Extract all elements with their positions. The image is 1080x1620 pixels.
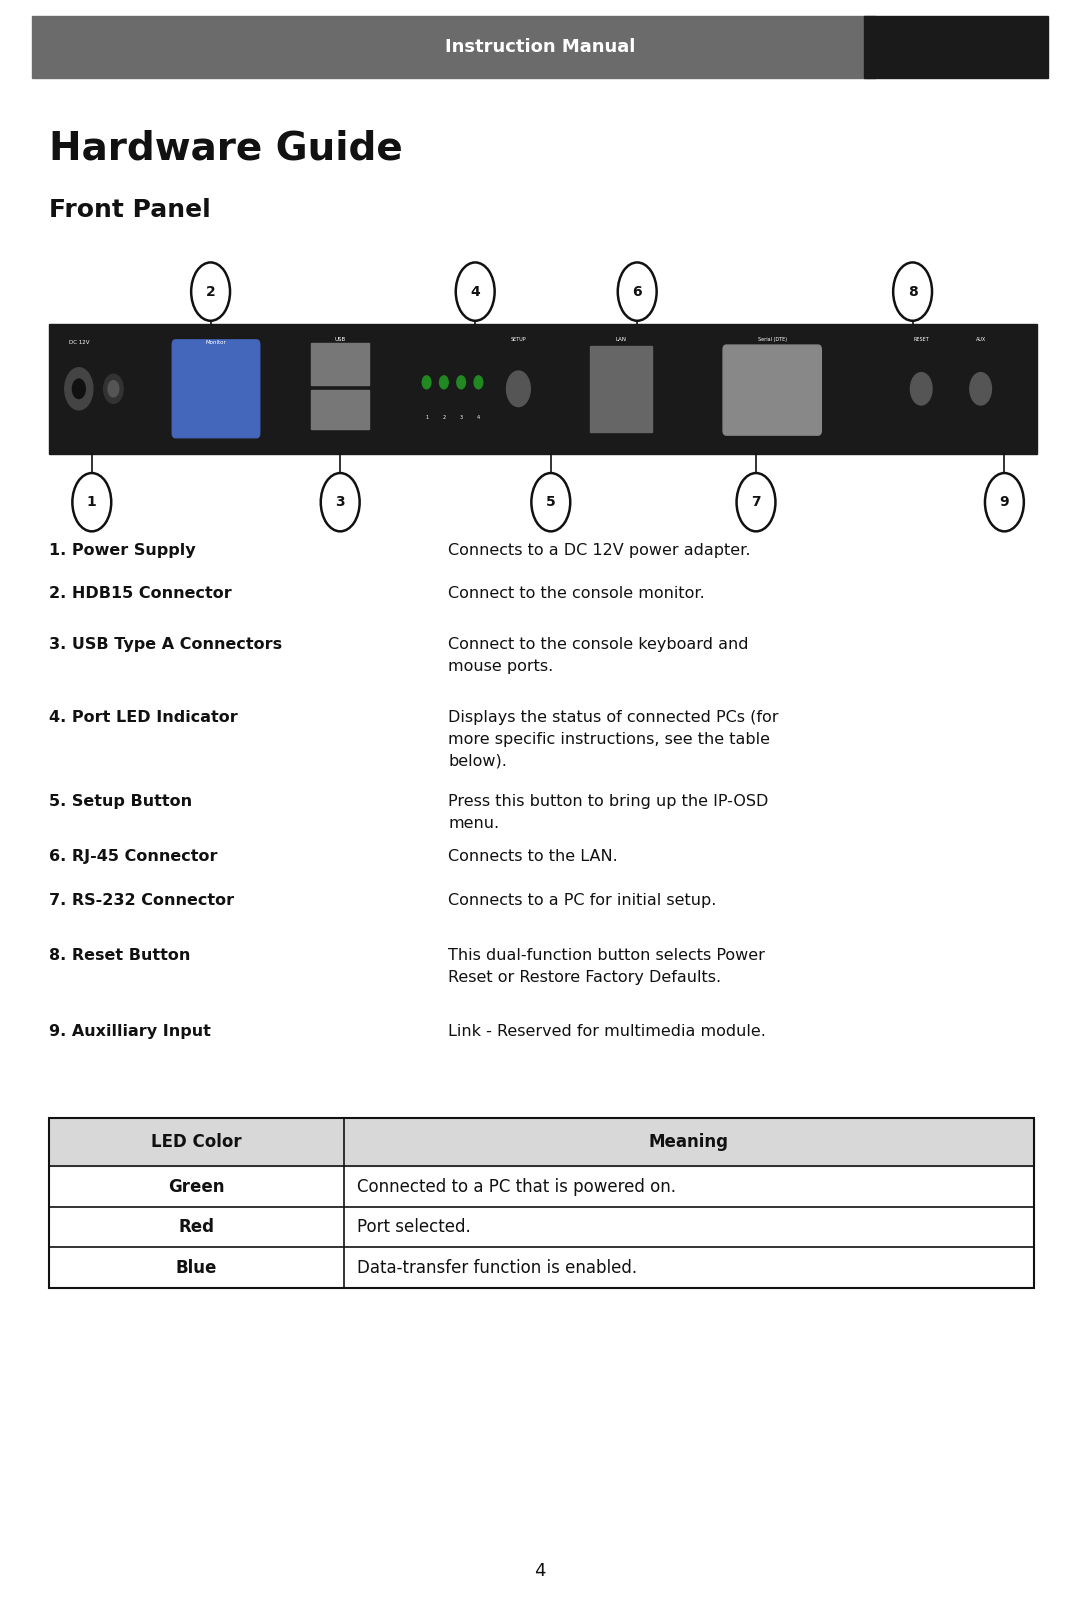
FancyBboxPatch shape: [49, 324, 1037, 454]
Text: Blue: Blue: [176, 1259, 217, 1277]
FancyBboxPatch shape: [591, 345, 652, 433]
Text: Green: Green: [168, 1178, 225, 1196]
FancyBboxPatch shape: [864, 16, 1048, 78]
Circle shape: [72, 473, 111, 531]
Text: Front Panel: Front Panel: [49, 198, 211, 222]
Text: 2. HDB15 Connector: 2. HDB15 Connector: [49, 586, 231, 601]
Text: Connects to a PC for initial setup.: Connects to a PC for initial setup.: [448, 893, 716, 907]
Circle shape: [104, 374, 123, 403]
FancyBboxPatch shape: [311, 390, 369, 429]
Text: Connects to a DC 12V power adapter.: Connects to a DC 12V power adapter.: [448, 543, 751, 557]
Text: Connects to the LAN.: Connects to the LAN.: [448, 849, 618, 863]
Text: Port selected.: Port selected.: [357, 1218, 471, 1236]
Text: 3: 3: [336, 496, 345, 509]
Text: Instruction Manual: Instruction Manual: [445, 37, 635, 57]
FancyBboxPatch shape: [32, 16, 875, 78]
Circle shape: [456, 262, 495, 321]
Text: 3. USB Type A Connectors: 3. USB Type A Connectors: [49, 637, 282, 651]
Circle shape: [321, 473, 360, 531]
FancyBboxPatch shape: [173, 340, 260, 437]
Text: 4: 4: [470, 285, 481, 298]
Text: This dual-function button selects Power
Reset or Restore Factory Defaults.: This dual-function button selects Power …: [448, 948, 765, 985]
Text: 1: 1: [426, 415, 428, 420]
Circle shape: [440, 376, 448, 389]
Text: Serial (DTE): Serial (DTE): [758, 337, 786, 342]
Text: 9. Auxilliary Input: 9. Auxilliary Input: [49, 1024, 211, 1038]
Circle shape: [72, 379, 85, 399]
Circle shape: [474, 376, 483, 389]
Text: LED Color: LED Color: [151, 1132, 242, 1152]
FancyBboxPatch shape: [311, 343, 369, 386]
Circle shape: [893, 262, 932, 321]
Text: Press this button to bring up the IP-OSD
menu.: Press this button to bring up the IP-OSD…: [448, 794, 769, 831]
Text: 7: 7: [752, 496, 760, 509]
Text: 4: 4: [535, 1562, 545, 1581]
Circle shape: [618, 262, 657, 321]
Circle shape: [507, 371, 530, 407]
Text: RESET: RESET: [914, 337, 929, 342]
Text: 4. Port LED Indicator: 4. Port LED Indicator: [49, 710, 238, 724]
Circle shape: [65, 368, 93, 410]
Text: 2: 2: [443, 415, 445, 420]
Text: Hardware Guide: Hardware Guide: [49, 130, 403, 167]
Text: SETUP: SETUP: [511, 337, 526, 342]
Circle shape: [422, 376, 431, 389]
Circle shape: [108, 381, 119, 397]
Text: 8. Reset Button: 8. Reset Button: [49, 948, 190, 962]
Circle shape: [910, 373, 932, 405]
Text: Red: Red: [178, 1218, 214, 1236]
Text: 5. Setup Button: 5. Setup Button: [49, 794, 192, 808]
Text: 9: 9: [1000, 496, 1009, 509]
Text: 4: 4: [477, 415, 480, 420]
Circle shape: [970, 373, 991, 405]
Text: Connected to a PC that is powered on.: Connected to a PC that is powered on.: [357, 1178, 676, 1196]
FancyBboxPatch shape: [49, 1118, 1034, 1166]
FancyBboxPatch shape: [724, 345, 821, 436]
Text: 6. RJ-45 Connector: 6. RJ-45 Connector: [49, 849, 217, 863]
Circle shape: [737, 473, 775, 531]
Text: Displays the status of connected PCs (for
more specific instructions, see the ta: Displays the status of connected PCs (fo…: [448, 710, 779, 769]
Text: Link - Reserved for multimedia module.: Link - Reserved for multimedia module.: [448, 1024, 766, 1038]
Text: LAN: LAN: [616, 337, 626, 342]
Text: Connect to the console monitor.: Connect to the console monitor.: [448, 586, 705, 601]
Text: 8: 8: [907, 285, 918, 298]
Text: AUX: AUX: [975, 337, 986, 342]
Text: USB: USB: [335, 337, 346, 342]
Circle shape: [191, 262, 230, 321]
Text: 1. Power Supply: 1. Power Supply: [49, 543, 195, 557]
Circle shape: [457, 376, 465, 389]
Text: 6: 6: [633, 285, 642, 298]
Text: 3: 3: [460, 415, 462, 420]
Text: DC 12V: DC 12V: [69, 340, 89, 345]
Text: 5: 5: [545, 496, 556, 509]
Text: 1: 1: [86, 496, 97, 509]
Text: 2: 2: [205, 285, 216, 298]
Circle shape: [531, 473, 570, 531]
Text: 7. RS-232 Connector: 7. RS-232 Connector: [49, 893, 233, 907]
Text: Monitor: Monitor: [205, 340, 227, 345]
Text: Connect to the console keyboard and
mouse ports.: Connect to the console keyboard and mous…: [448, 637, 748, 674]
Text: Data-transfer function is enabled.: Data-transfer function is enabled.: [357, 1259, 637, 1277]
Circle shape: [985, 473, 1024, 531]
Text: Meaning: Meaning: [649, 1132, 729, 1152]
